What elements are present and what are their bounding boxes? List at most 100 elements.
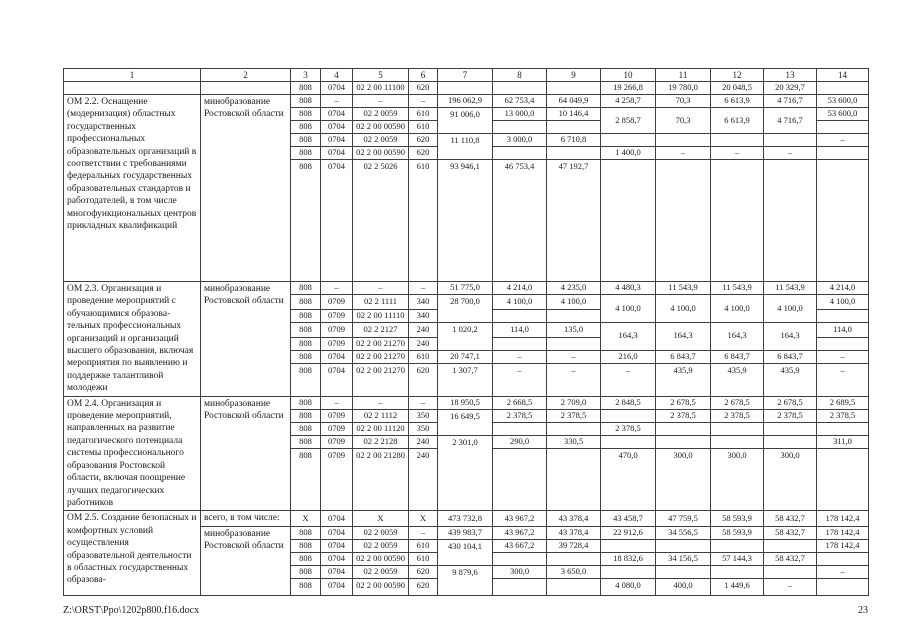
table-cell: – (816, 133, 869, 147)
table-cell: 02 2 0059 (352, 133, 409, 147)
table-cell: 19 266,8 (600, 81, 656, 95)
table-cell: 22 912,6 (600, 525, 656, 540)
table-cell (655, 564, 711, 579)
executor-om-2-3: минобразование Ростовской области (200, 281, 291, 397)
table-cell: 0704 (320, 362, 353, 397)
table-cell: 290,0 (492, 434, 547, 450)
table-cell: 0704 (320, 107, 353, 121)
table-cell: – (816, 349, 869, 364)
table-cell (200, 81, 291, 95)
table-cell: – (320, 94, 353, 108)
table-cell: 43 378,4 (546, 525, 601, 540)
table-cell: 0704 (320, 349, 353, 364)
table-cell: 808 (290, 421, 321, 436)
table-cell (816, 551, 869, 566)
table-cell: 4 716,7 (763, 107, 817, 134)
activity-om-2-4: ОМ 2.4. Организация и проведение меропри… (63, 395, 201, 512)
table-cell (546, 421, 601, 436)
table-cell: 135,0 (546, 321, 601, 338)
column-header: 12 (710, 68, 764, 82)
table-cell: 02 2 1112 (352, 408, 409, 423)
table-cell (492, 577, 547, 596)
table-cell: 610 (408, 159, 438, 282)
table-cell (600, 159, 656, 282)
table-cell: – (655, 146, 711, 160)
table-cell: 0709 (320, 421, 353, 436)
table-cell: 808 (290, 362, 321, 397)
table-cell: 20 048,5 (710, 81, 764, 95)
table-cell: – (408, 395, 438, 410)
table-header-row: 1 2 3 4 5 6 7 8 9 10 11 12 13 14 (63, 68, 869, 82)
table-cell (655, 421, 711, 436)
table-cell (763, 434, 817, 450)
table-cell: 58 432,7 (763, 510, 817, 527)
table-body: 808 0704 02 2 00 11100 620 19 266,8 19 780,0 2… (63, 81, 869, 596)
table-cell (492, 448, 547, 512)
table-cell: 02 2 00 11110 (352, 308, 409, 323)
table-cell: 43 967,2 (492, 525, 547, 540)
table-cell: 2 378,5 (600, 421, 656, 436)
table-cell: 808 (290, 551, 321, 566)
table-cell: – (352, 395, 409, 410)
page-number: 23 (858, 604, 868, 616)
table-cell: 240 (408, 434, 438, 450)
table-cell: 2 678,5 (763, 395, 817, 410)
table-cell: 240 (408, 321, 438, 338)
table-cell: 02 2 0059 (352, 538, 409, 553)
table-cell: – (492, 362, 547, 397)
table-cell: 4 100,0 (546, 294, 601, 310)
table-cell: 808 (290, 577, 321, 596)
table-cell: 34 156,5 (655, 551, 711, 566)
table-cell (710, 133, 764, 147)
table-cell: 53 600,0 (816, 107, 869, 121)
table-cell: – (546, 362, 601, 397)
table-cell: 196 062,9 (437, 94, 493, 108)
table-cell (816, 308, 869, 323)
table-cell: 400,0 (655, 577, 711, 596)
table-cell: – (492, 349, 547, 364)
table-cell: 808 (290, 133, 321, 147)
table-cell (710, 434, 764, 450)
table-cell: 11 110,8 (437, 133, 493, 160)
table-cell: 0704 (320, 577, 353, 596)
table-cell (816, 159, 869, 282)
table-cell: 0704 (320, 81, 353, 95)
table-cell (492, 336, 547, 351)
table-cell (655, 159, 711, 282)
table-cell: – (546, 349, 601, 364)
table-cell: 1 400,0 (600, 146, 656, 160)
table-cell: – (408, 281, 438, 295)
table-cell: 0704 (320, 564, 353, 579)
table-cell: 2 301,0 (437, 434, 493, 512)
table-cell: 240 (408, 448, 438, 512)
table-cell: 64 049,9 (546, 94, 601, 108)
table-cell: 808 (290, 336, 321, 351)
table-cell: 02 2 00 00590 (352, 146, 409, 160)
table-cell: 10 146,4 (546, 107, 601, 121)
table-cell: 11 543,9 (710, 281, 764, 295)
table-cell: 620 (408, 564, 438, 579)
table-cell: 0704 (320, 538, 353, 553)
table-cell: 47 759,5 (655, 510, 711, 527)
table-cell: 0709 (320, 408, 353, 423)
table-cell: 6 613,9 (710, 107, 764, 134)
table-cell: 473 732,8 (437, 510, 493, 527)
table-cell: 4 214,0 (492, 281, 547, 295)
table-cell: 0709 (320, 294, 353, 310)
table-cell: 610 (408, 107, 438, 121)
table-cell: 808 (290, 294, 321, 310)
table-cell: – (352, 281, 409, 295)
table-cell (492, 551, 547, 566)
table-cell: 6 843,7 (710, 349, 764, 364)
table-cell: 610 (408, 538, 438, 553)
table-cell: 435,9 (710, 362, 764, 397)
table-cell: 164,3 (655, 321, 711, 351)
table-cell: 57 144,3 (710, 551, 764, 566)
table-cell: 164,3 (710, 321, 764, 351)
table-cell: 4 100,0 (655, 294, 711, 323)
table-cell (492, 421, 547, 436)
table-cell: 2 378,5 (492, 408, 547, 423)
table-cell: 178 142,4 (816, 538, 869, 553)
table-cell: 2 678,5 (710, 395, 764, 410)
